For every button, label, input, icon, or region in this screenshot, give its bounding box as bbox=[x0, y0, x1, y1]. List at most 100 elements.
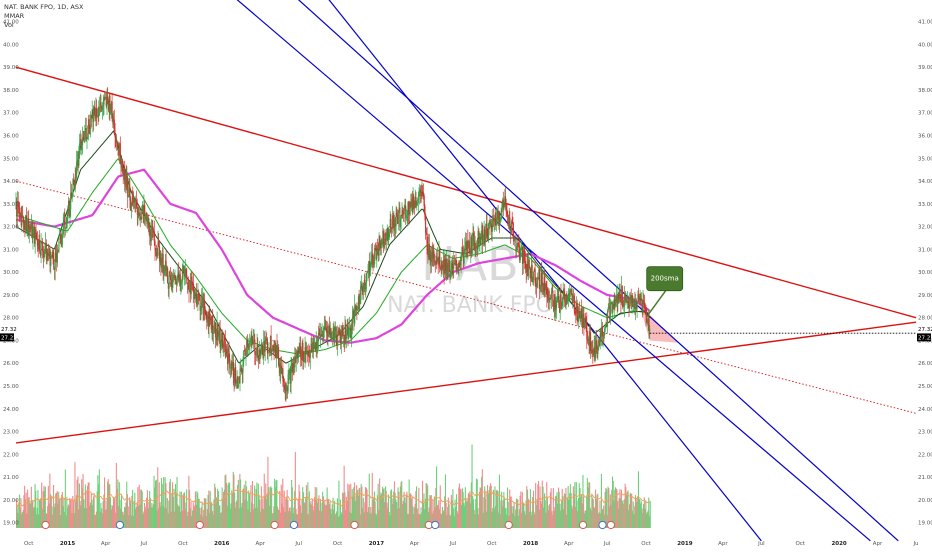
candle-body bbox=[73, 179, 75, 189]
candle-body bbox=[209, 310, 211, 318]
volume-bar bbox=[25, 492, 27, 528]
volume-bar bbox=[490, 485, 492, 528]
volume-bar bbox=[327, 499, 329, 528]
volume-bar bbox=[167, 513, 169, 528]
volume-bar bbox=[140, 489, 142, 528]
volume-bar bbox=[191, 515, 193, 528]
candle-body bbox=[229, 367, 231, 369]
candle-body bbox=[371, 254, 373, 259]
candle-body bbox=[354, 305, 356, 324]
volume-bar bbox=[464, 506, 466, 528]
candle-body bbox=[309, 355, 311, 359]
volume-bar bbox=[284, 511, 286, 528]
candle-body bbox=[406, 215, 408, 218]
volume-bar bbox=[337, 516, 339, 528]
candle-body bbox=[478, 231, 480, 244]
candle-body bbox=[643, 300, 645, 303]
volume-bar bbox=[149, 497, 151, 528]
volume-bar bbox=[346, 500, 348, 528]
sma200-callout[interactable]: 200sma bbox=[646, 266, 684, 318]
x-tick-label: Apr bbox=[101, 541, 111, 547]
price-point bbox=[640, 298, 643, 301]
volume-bar bbox=[297, 515, 299, 528]
candle-body bbox=[174, 276, 176, 279]
candle-body bbox=[145, 213, 147, 215]
volume-bar bbox=[465, 501, 467, 528]
volume-bar bbox=[478, 491, 480, 528]
candle-body bbox=[434, 261, 436, 265]
volume-bar bbox=[586, 477, 588, 528]
volume-bar bbox=[285, 496, 287, 528]
candle-body bbox=[87, 133, 89, 138]
volume-bar bbox=[128, 515, 130, 528]
volume-bar bbox=[636, 502, 638, 528]
candle-body bbox=[286, 387, 288, 392]
candle-body bbox=[362, 288, 364, 292]
volume-bar bbox=[108, 485, 110, 528]
volume-bar bbox=[387, 494, 389, 528]
candle-body bbox=[462, 247, 464, 253]
candle-body bbox=[371, 254, 373, 261]
candle-body bbox=[134, 199, 136, 202]
volume-bar bbox=[356, 485, 358, 528]
candle-body bbox=[491, 223, 493, 232]
candle-body bbox=[170, 275, 172, 280]
candle-body bbox=[622, 304, 624, 307]
candle-body bbox=[536, 280, 538, 287]
candle-body bbox=[365, 282, 367, 289]
volume-bar bbox=[497, 491, 499, 528]
candle-body bbox=[281, 368, 283, 374]
candle-body bbox=[565, 294, 567, 306]
volume-bar bbox=[609, 506, 611, 528]
candle-body bbox=[647, 318, 649, 320]
candle-body bbox=[54, 253, 56, 270]
volume-bar bbox=[226, 505, 228, 528]
candle-body bbox=[488, 221, 490, 224]
volume-bar bbox=[272, 512, 274, 528]
volume-bar bbox=[67, 504, 69, 528]
volume-bar bbox=[155, 479, 157, 528]
candle-body bbox=[292, 363, 294, 373]
volume-bar bbox=[506, 514, 508, 528]
volume-bar bbox=[646, 514, 648, 528]
candle-body bbox=[319, 334, 321, 338]
candle-body bbox=[115, 137, 117, 143]
volume-bar bbox=[370, 507, 372, 528]
candle-body bbox=[470, 237, 472, 255]
candle-body bbox=[407, 202, 409, 215]
candle-body bbox=[596, 349, 598, 355]
candle-body bbox=[194, 294, 196, 299]
candle-body bbox=[69, 209, 71, 217]
volume-bar bbox=[306, 513, 308, 528]
candle-body bbox=[99, 102, 101, 108]
volume-bar bbox=[250, 485, 252, 528]
volume-bar bbox=[247, 509, 249, 528]
candle-body bbox=[377, 248, 379, 251]
volume-bar bbox=[56, 491, 58, 528]
volume-bar bbox=[474, 514, 476, 528]
candle-body bbox=[129, 186, 131, 201]
candle-body bbox=[533, 272, 535, 281]
candle-body bbox=[55, 253, 57, 254]
candle-body bbox=[638, 296, 640, 301]
volume-bar bbox=[539, 486, 541, 528]
candle-body bbox=[615, 295, 617, 301]
candle-body bbox=[616, 295, 618, 303]
candle-body bbox=[224, 341, 226, 356]
volume-bar bbox=[98, 469, 100, 528]
volume-bar bbox=[30, 503, 32, 528]
volume-bar bbox=[438, 500, 440, 528]
volume-bar bbox=[537, 484, 539, 528]
volume-bar bbox=[133, 501, 135, 528]
candle-body bbox=[232, 361, 234, 363]
volume-bar bbox=[277, 506, 279, 528]
volume-bar bbox=[291, 480, 293, 528]
candle-body bbox=[613, 298, 615, 309]
candle-body bbox=[313, 346, 315, 351]
candle-body bbox=[581, 308, 583, 317]
candle-body bbox=[430, 255, 432, 263]
volume-bar bbox=[261, 508, 263, 528]
volume-bar bbox=[45, 513, 47, 528]
